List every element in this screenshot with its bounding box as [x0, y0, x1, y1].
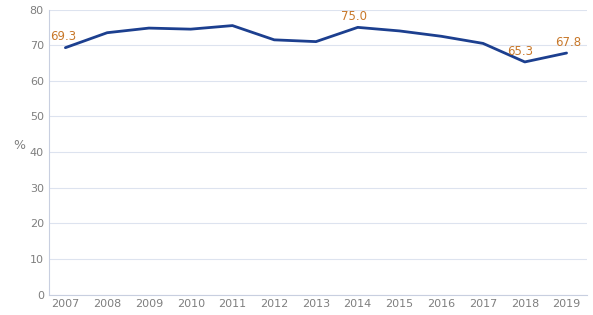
Text: 65.3: 65.3 [508, 45, 534, 58]
Text: 69.3: 69.3 [50, 31, 76, 43]
Text: 67.8: 67.8 [556, 36, 582, 49]
Y-axis label: %: % [13, 139, 25, 152]
Text: 75.0: 75.0 [340, 10, 366, 23]
